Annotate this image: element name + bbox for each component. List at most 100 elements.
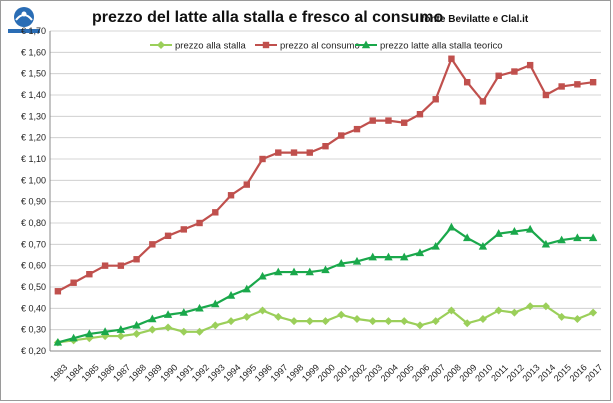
data-point: [258, 306, 267, 315]
y-axis: € 0,20 € 0,30 € 0,40 € 0,50 € 0,60 € 0,70 € 0,…: [21, 26, 51, 356]
y-tick-label: € 0,70: [21, 239, 46, 249]
data-point: [338, 132, 345, 139]
data-point: [53, 337, 63, 346]
gridlines: [50, 30, 601, 352]
data-point: [447, 222, 456, 231]
data-point: [478, 315, 487, 323]
y-tick-label: € 0,20: [21, 346, 46, 356]
data-point: [259, 155, 266, 163]
data-point: [525, 224, 535, 233]
data-point: [557, 312, 566, 321]
data-point: [179, 327, 188, 336]
y-tick-label: € 1,00: [21, 175, 46, 185]
legend-item: prezzo alla stalla: [150, 41, 246, 52]
data-point: [542, 91, 550, 99]
y-tick-label: € 1,10: [21, 154, 46, 164]
data-point: [179, 308, 189, 316]
data-point: [448, 55, 455, 62]
legend-marker: [361, 40, 371, 49]
data-point: [384, 317, 393, 326]
data-point: [368, 252, 377, 261]
data-point: [54, 288, 62, 295]
data-point: [289, 267, 299, 276]
data-point: [180, 226, 188, 233]
legend-item: prezzo al consumo: [255, 41, 360, 52]
y-tick-label: € 0,50: [21, 282, 46, 292]
data-point: [368, 317, 377, 326]
data-point: [574, 81, 581, 88]
y-tick-label: € 0,90: [21, 197, 46, 207]
data-point: [195, 303, 204, 312]
data-point: [431, 317, 440, 326]
data-point: [541, 239, 551, 248]
legend-item: prezzo latte alla stalla teorico: [355, 40, 503, 52]
data-point: [416, 111, 424, 118]
data-point: [526, 302, 535, 311]
data-point: [290, 317, 299, 326]
data-point: [306, 149, 313, 156]
data-point: [164, 232, 172, 239]
series-group: [53, 55, 598, 347]
data-point: [133, 256, 140, 263]
data-point: [573, 233, 582, 242]
data-point: [510, 227, 519, 235]
y-tick-label: € 1,30: [21, 111, 46, 121]
y-tick-label: € 0,30: [21, 325, 46, 335]
data-point: [132, 329, 141, 338]
data-point: [463, 79, 471, 86]
data-point: [148, 325, 157, 334]
data-point: [369, 117, 376, 124]
x-tick-label: 2017: [583, 362, 604, 383]
legend-marker: [262, 41, 270, 49]
data-point: [275, 149, 282, 156]
data-point: [86, 271, 93, 278]
y-tick-label: € 1,20: [21, 133, 46, 143]
data-point: [116, 332, 125, 341]
data-point: [462, 233, 472, 242]
data-point: [305, 267, 314, 276]
data-point: [211, 299, 220, 308]
data-point: [211, 321, 220, 330]
legend-label: prezzo alla stalla: [175, 41, 246, 52]
data-point: [69, 333, 78, 342]
data-point: [401, 119, 408, 126]
data-point: [479, 98, 487, 105]
data-point: [589, 79, 597, 86]
data-point: [322, 143, 329, 150]
data-point: [274, 312, 283, 321]
data-point: [589, 308, 598, 317]
y-tick-label: € 0,60: [21, 261, 46, 271]
legend: prezzo alla stalla prezzo al consumo prezz…: [150, 40, 503, 52]
data-point: [494, 229, 503, 237]
y-tick-label: € 1,70: [21, 26, 46, 36]
data-point: [212, 209, 219, 216]
data-point: [494, 306, 503, 315]
data-point: [195, 327, 204, 336]
data-point: [227, 192, 235, 199]
data-point: [352, 315, 361, 323]
data-point: [447, 306, 456, 315]
y-tick-label: € 1,40: [21, 90, 46, 100]
data-point: [463, 319, 472, 328]
data-point: [384, 252, 393, 261]
legend-label: prezzo al consumo: [280, 41, 360, 52]
data-point: [290, 149, 298, 156]
data-point: [432, 96, 439, 103]
legend-label: prezzo latte alla stalla teorico: [380, 41, 503, 52]
data-point: [321, 317, 330, 326]
data-point: [337, 259, 346, 267]
y-tick-label: € 1,60: [21, 47, 46, 57]
data-point: [258, 271, 267, 280]
data-point: [242, 284, 251, 293]
data-point: [226, 291, 236, 299]
data-point: [352, 256, 362, 265]
data-point: [100, 327, 110, 335]
data-point: [526, 61, 534, 69]
data-point: [148, 314, 157, 323]
y-tick-label: € 0,40: [21, 303, 46, 313]
data-point: [164, 323, 173, 332]
data-point: [242, 312, 251, 321]
data-point: [101, 262, 109, 269]
